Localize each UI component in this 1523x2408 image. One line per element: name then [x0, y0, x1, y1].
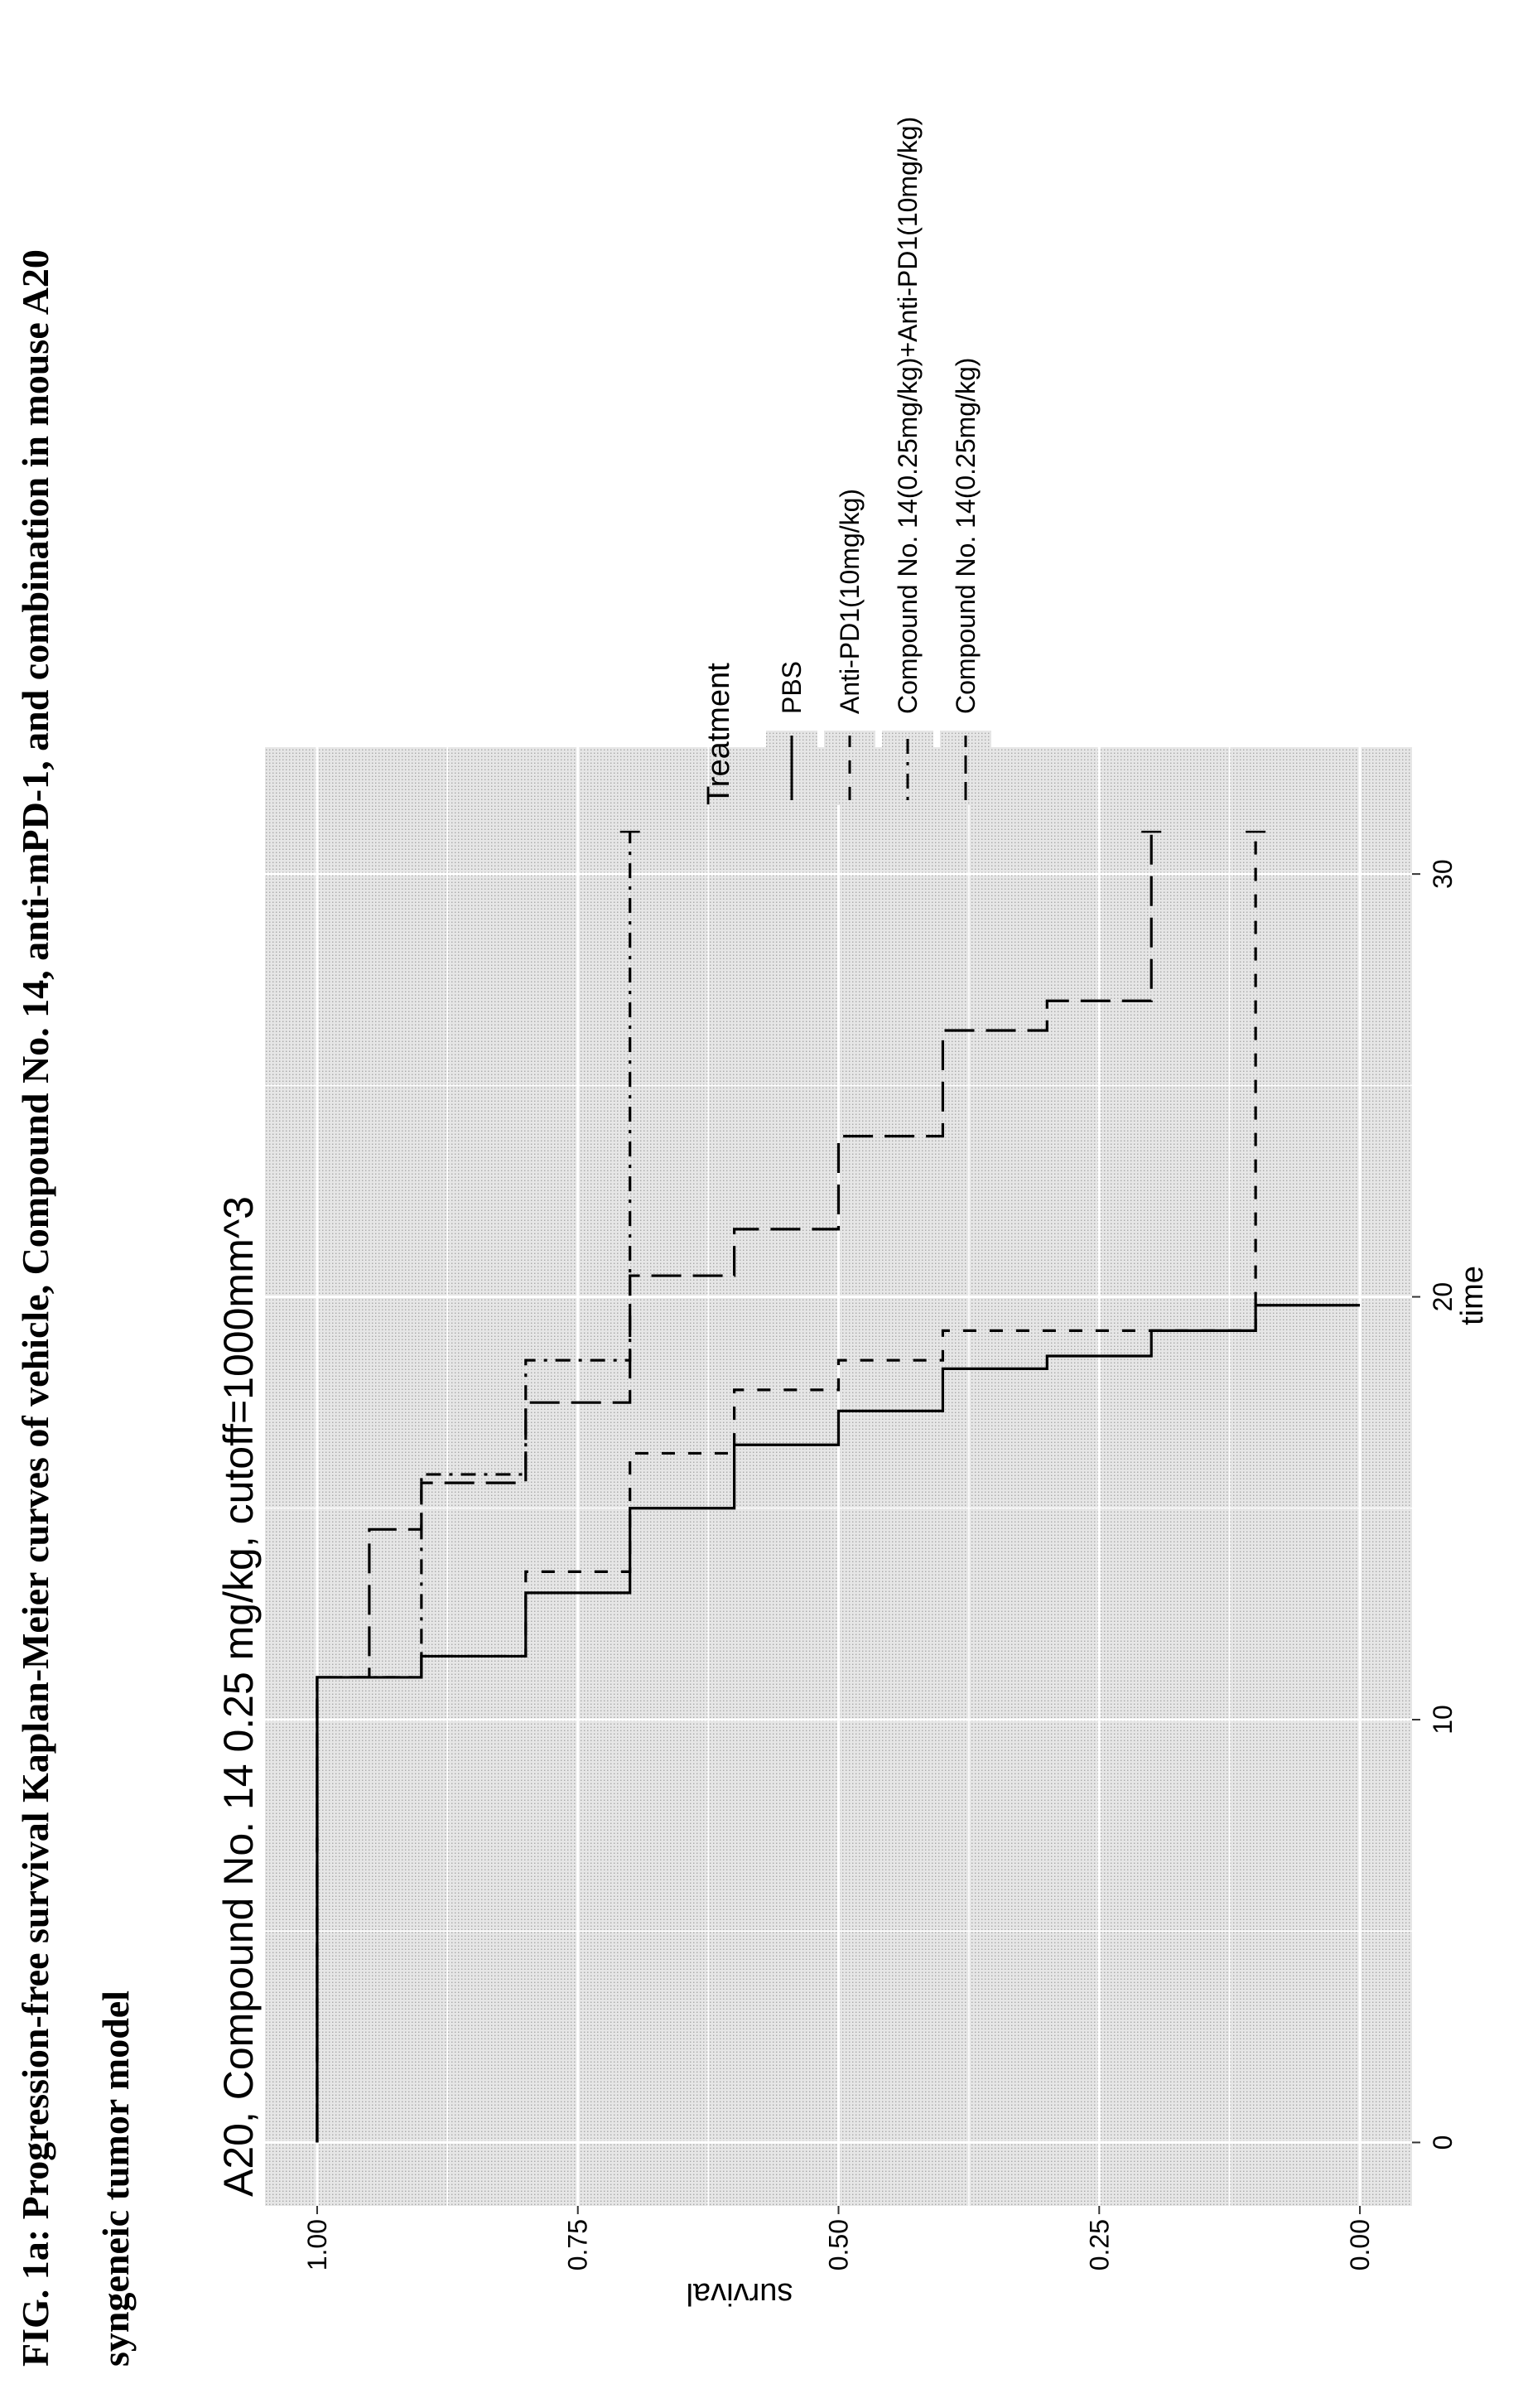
legend-title: Treatment	[701, 663, 736, 805]
figure-caption-line2: syngeneic tumor model	[94, 1991, 137, 2367]
x-axis-label: time	[1455, 1266, 1490, 1325]
x-tick-label: 10	[1428, 1705, 1458, 1735]
figure-caption-line1: FIG. 1a: Progression-free survival Kapla…	[14, 249, 56, 2367]
y-tick-label: 0.50	[824, 2219, 854, 2270]
y-tick-label: 0.75	[563, 2219, 593, 2270]
x-tick-label: 30	[1428, 859, 1458, 889]
y-tick-label: 0.25	[1084, 2219, 1114, 2270]
legend-key-background	[882, 731, 933, 805]
plot-area: 0 10 20 30 0.00 0.25 0.50 0.75 1.00	[265, 747, 1458, 2270]
legend-item-label: Compound No. 14(0.25mg/kg)	[951, 358, 981, 714]
x-tick-label: 20	[1428, 1282, 1458, 1312]
y-axis-label: survival	[687, 2276, 793, 2311]
km-curve-series-3	[316, 832, 632, 2143]
km-curve-series-1	[316, 1304, 1361, 2143]
chart-title: A20, Compound No. 14 0.25 mg/kg, cutoff=…	[215, 1196, 262, 2197]
legend: Treatment PBS Anti-PD1(10mg/kg) Compound N…	[701, 117, 991, 805]
legend-item-label: Compound No. 14(0.25mg/kg)+Anti-PD1(10mg…	[893, 117, 923, 714]
x-tick-label: 0	[1428, 2135, 1458, 2150]
y-tick-label: 0.00	[1345, 2219, 1375, 2270]
y-tick-label: 1.00	[302, 2219, 332, 2270]
legend-item-label: PBS	[777, 661, 807, 714]
legend-item-label: Anti-PD1(10mg/kg)	[835, 489, 865, 714]
km-curve-series-4	[316, 832, 1153, 2143]
